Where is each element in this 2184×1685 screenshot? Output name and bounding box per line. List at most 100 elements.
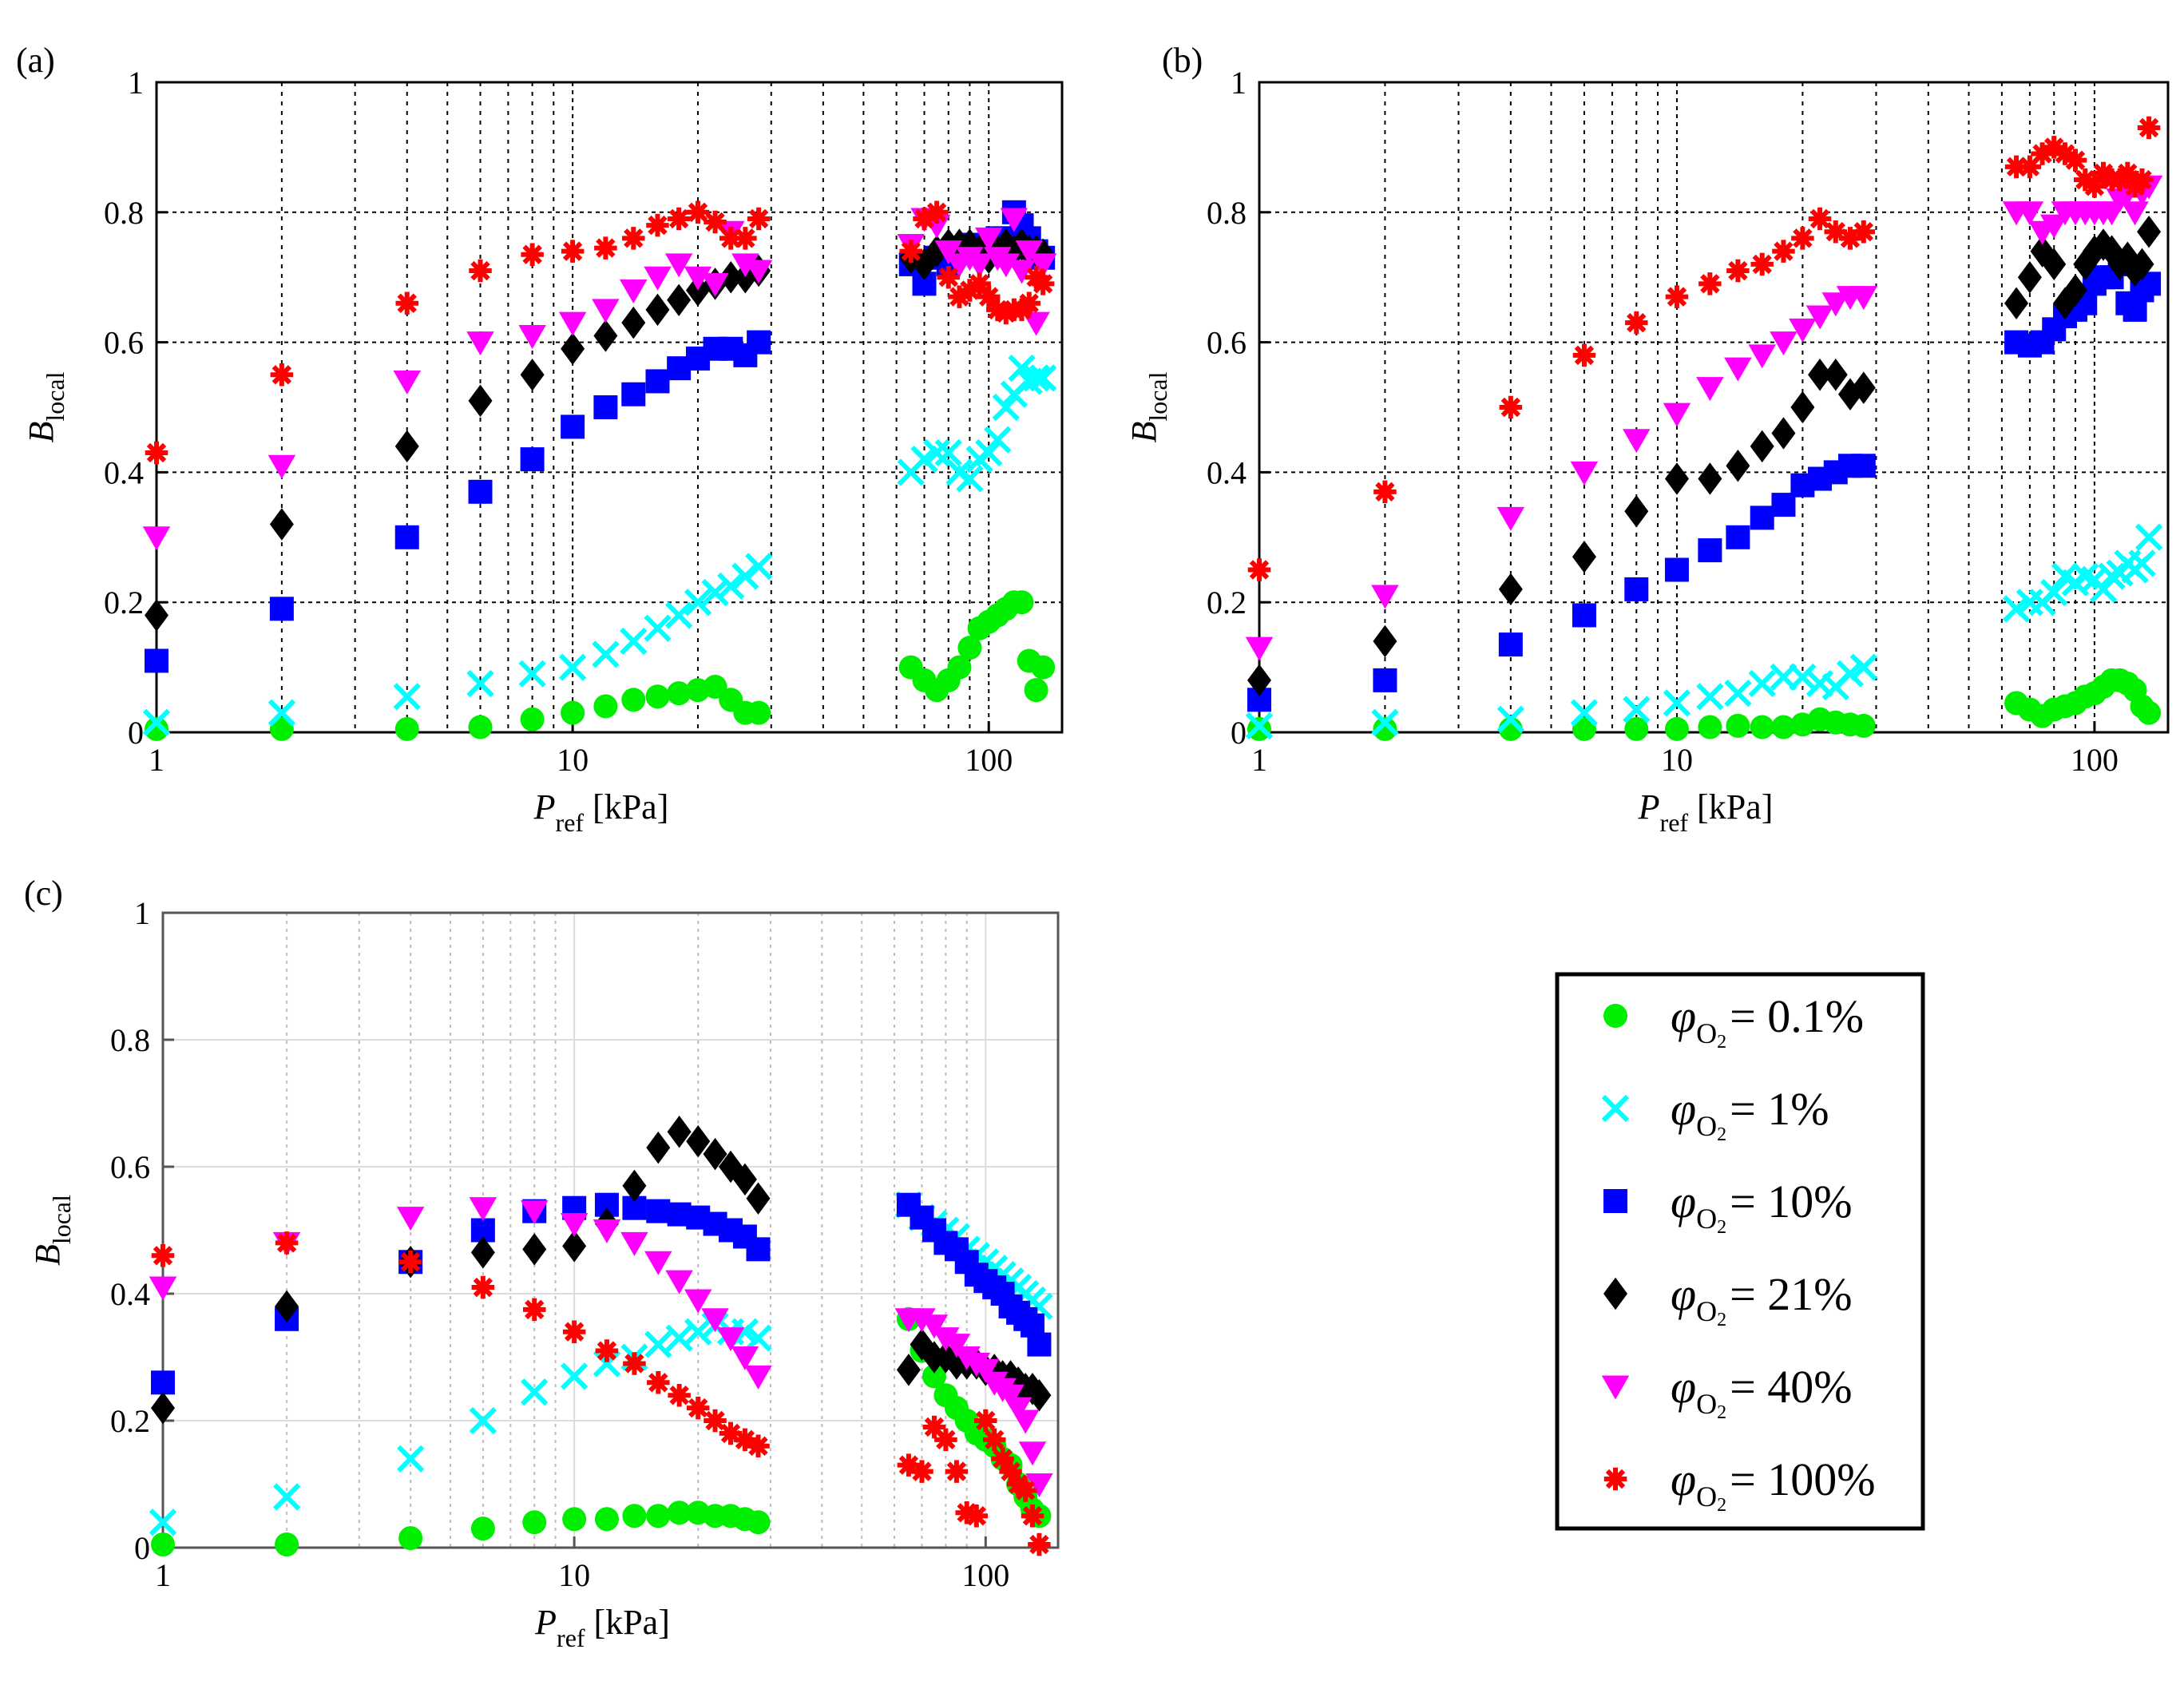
data-point — [620, 279, 648, 303]
data-point — [520, 447, 545, 472]
data-point — [1665, 285, 1689, 308]
data-point — [1373, 480, 1397, 504]
data-point — [934, 240, 962, 265]
y-tick-label: 0.4 — [1207, 454, 1247, 490]
data-point — [272, 1483, 301, 1511]
data-point — [994, 301, 1018, 325]
data-point — [1018, 1441, 1047, 1466]
data-point — [992, 393, 1020, 422]
data-point — [2083, 174, 2107, 198]
legend-entry-phi_40: φO2= 40% — [1601, 1361, 1853, 1423]
data-point — [991, 1447, 1014, 1470]
data-point — [142, 708, 171, 736]
data-point — [466, 331, 494, 356]
data-point — [1772, 240, 1795, 263]
data-point — [2128, 549, 2156, 577]
x-tick-label: 10 — [557, 742, 589, 778]
data-point — [747, 207, 771, 231]
data-point — [1663, 689, 1691, 717]
data-point — [731, 1346, 759, 1370]
series-phi_100 — [145, 200, 1055, 465]
data-point — [2002, 595, 2031, 623]
x-tick-label: 10 — [558, 1557, 590, 1593]
data-point — [145, 716, 168, 741]
data-point — [908, 1308, 936, 1333]
data-point — [731, 253, 759, 278]
data-point — [716, 1327, 745, 1352]
data-point — [2004, 155, 2028, 179]
data-point — [2042, 136, 2066, 159]
data-point — [1821, 292, 1850, 317]
data-point — [1028, 1532, 1051, 1556]
data-point — [1013, 1479, 1037, 1502]
data-point — [469, 259, 492, 283]
data-point — [1008, 260, 1036, 284]
panel-label: (c) — [24, 874, 63, 913]
data-point — [1624, 577, 1649, 601]
data-point — [269, 508, 294, 541]
data-point — [471, 1275, 495, 1299]
data-point — [622, 227, 645, 250]
data-point — [1726, 713, 1750, 738]
data-point — [1496, 705, 1524, 733]
data-point — [1849, 653, 1877, 681]
data-point — [269, 597, 294, 621]
data-point — [1570, 699, 1599, 727]
data-point — [593, 395, 618, 419]
data-point — [2137, 700, 2162, 725]
data-point — [469, 1197, 497, 1222]
data-point — [719, 1421, 743, 1445]
data-point — [621, 382, 646, 406]
y-tick-label: 0.6 — [110, 1149, 150, 1185]
data-point — [1696, 683, 1724, 711]
data-point — [975, 438, 1003, 467]
data-point — [2042, 248, 2067, 281]
data-point — [1373, 624, 1397, 658]
data-point — [592, 299, 620, 323]
legend-label: φO2= 100% — [1671, 1453, 1876, 1516]
data-point — [1726, 525, 1750, 549]
data-point — [1851, 454, 1876, 478]
data-point — [1698, 715, 1722, 739]
data-point — [151, 1370, 175, 1395]
data-point — [1789, 318, 1817, 343]
data-point — [1499, 395, 1523, 419]
data-point — [522, 1510, 547, 1535]
legend-marker — [1603, 1189, 1627, 1213]
data-point — [593, 694, 618, 719]
data-point — [1789, 663, 1817, 691]
data-point — [896, 1354, 921, 1386]
data-point — [1572, 603, 1596, 628]
data-point — [1570, 461, 1599, 486]
data-point — [922, 1415, 946, 1439]
data-point — [622, 1504, 647, 1528]
data-point — [664, 253, 693, 278]
data-point — [562, 1507, 587, 1532]
data-point — [644, 1251, 672, 1275]
series-phi_0_1 — [1247, 668, 2162, 741]
data-point — [521, 1378, 549, 1406]
data-point — [275, 1290, 299, 1323]
data-point — [2039, 214, 2068, 239]
data-point — [684, 589, 712, 617]
legend-marker — [1603, 1004, 1627, 1028]
chart-panel-c: 1 10 100 0 0.2 0.4 0.6 0.8 1 Pref [kPa] Blocal (c) — [24, 874, 1060, 1652]
data-point — [560, 1213, 589, 1238]
data-point — [646, 1504, 671, 1528]
data-point — [269, 716, 294, 741]
data-point — [270, 363, 294, 387]
data-point — [1025, 1473, 1053, 1497]
data-point — [468, 479, 493, 504]
data-point — [394, 430, 419, 463]
x-tick-label: 10 — [1661, 742, 1693, 778]
data-point — [1771, 715, 1796, 739]
data-point — [1027, 1332, 1052, 1357]
data-point — [1011, 1409, 1040, 1434]
data-point — [1245, 712, 1274, 739]
data-point — [733, 1428, 757, 1452]
data-point — [268, 699, 295, 727]
data-point — [1004, 1397, 1033, 1421]
data-point — [2040, 578, 2068, 607]
data-point — [1572, 343, 1596, 367]
data-point — [1726, 259, 1750, 283]
